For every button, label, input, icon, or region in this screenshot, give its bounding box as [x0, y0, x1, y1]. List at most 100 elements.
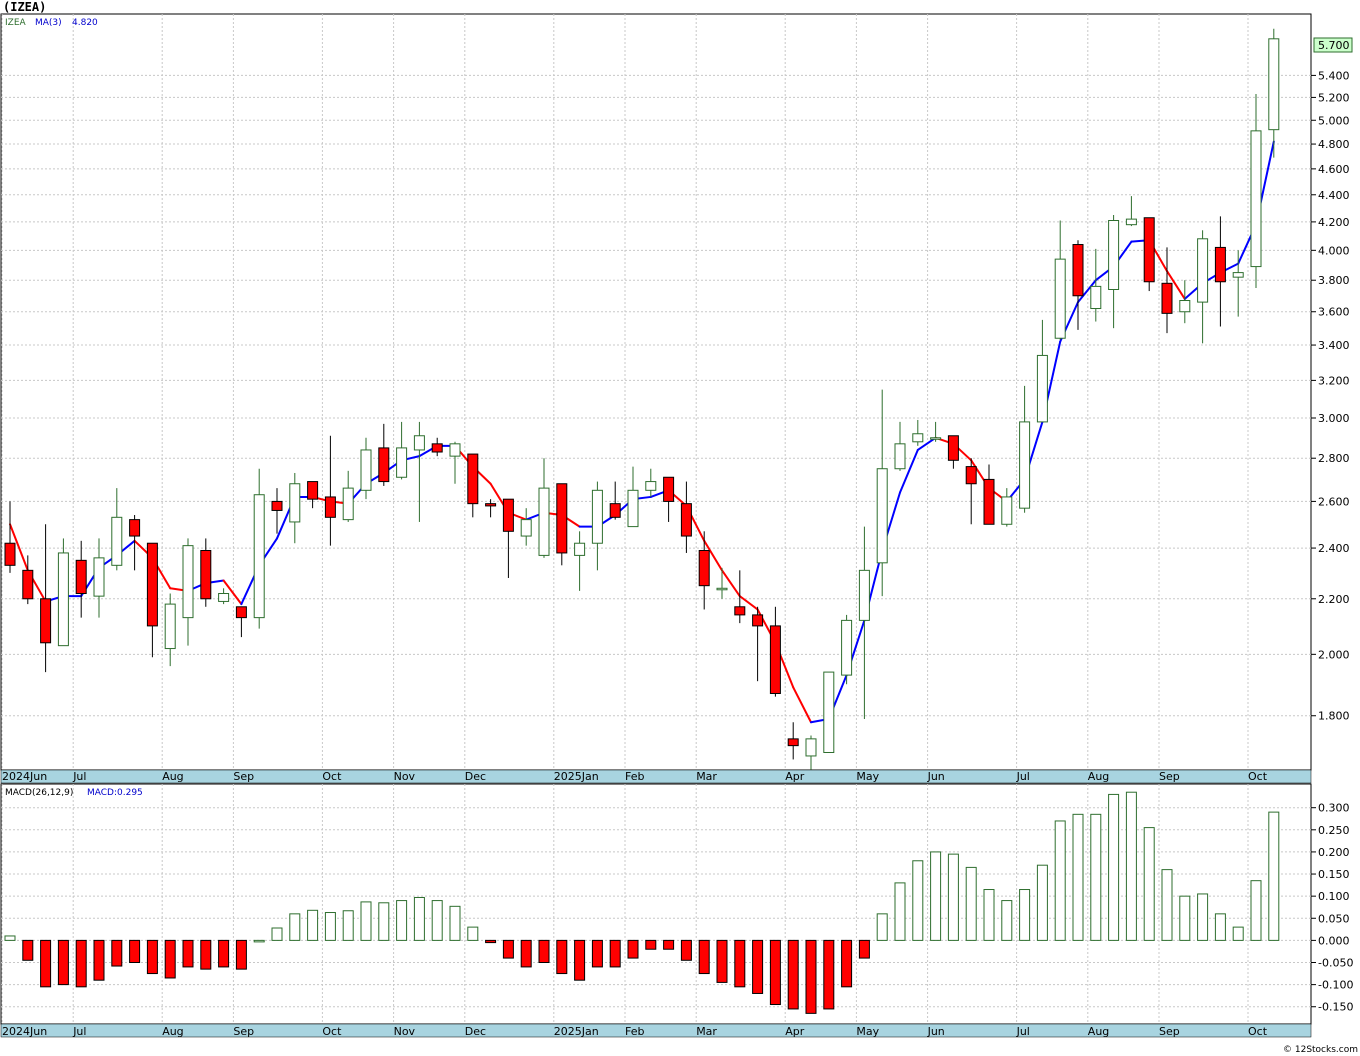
candle-body: [805, 738, 817, 757]
macd-bar: [218, 939, 230, 968]
ma-segment: [9, 523, 29, 572]
macd-tick-label: 0.100: [1318, 890, 1350, 903]
macd-bar: [1125, 791, 1137, 941]
candle-body: [1090, 285, 1102, 310]
candle-body: [129, 519, 141, 537]
price-tick-label: 2.800: [1318, 452, 1350, 465]
ma-segment: [222, 579, 243, 606]
candle-body: [378, 447, 390, 483]
x-tick-label: Sep: [1159, 770, 1180, 783]
candle-body: [841, 619, 853, 676]
candle-body: [307, 481, 319, 500]
candle-body: [502, 498, 514, 532]
macd-bar: [467, 926, 479, 941]
ma-value: 4.820: [72, 18, 98, 28]
ma-label: MA(3): [35, 18, 62, 28]
x-tick-label: Sep: [1159, 1025, 1180, 1038]
price-tick-label: 3.200: [1318, 374, 1350, 387]
macd-x-axis: [0, 1023, 1312, 1038]
x-tick-label: Feb: [625, 1025, 644, 1038]
candle-body: [485, 503, 497, 507]
macd-bar: [307, 909, 319, 941]
price-tick-label: 4.000: [1318, 244, 1350, 257]
macd-bar: [1072, 813, 1084, 941]
candle-body: [164, 603, 176, 650]
candle-body: [1019, 421, 1031, 509]
x-tick-label: 2024Jun: [2, 770, 47, 783]
macd-bar: [1019, 889, 1031, 941]
price-tick-label: 4.200: [1318, 216, 1350, 229]
candle-body: [467, 453, 479, 505]
candle-body: [1161, 282, 1173, 314]
candle-body: [431, 443, 443, 453]
candle-body: [1054, 258, 1066, 339]
x-tick-label: Jun: [927, 1025, 945, 1038]
candle-body: [930, 437, 942, 440]
macd-bar: [1054, 820, 1066, 941]
price-panel: [0, 13, 1312, 771]
candle-body: [1125, 218, 1137, 226]
candle-body: [413, 435, 425, 451]
macd-bar: [324, 912, 336, 941]
macd-bar: [520, 939, 532, 968]
x-tick-label: Aug: [1088, 1025, 1109, 1038]
x-tick-label: Oct: [1248, 770, 1268, 783]
candle-body: [218, 593, 230, 602]
candle-body: [734, 606, 746, 616]
candle-body: [716, 587, 728, 591]
price-tick-label: 3.600: [1318, 306, 1350, 319]
macd-bar: [1090, 813, 1102, 941]
candle-body: [787, 738, 799, 747]
macd-bar: [253, 939, 265, 943]
candle-body: [22, 569, 34, 600]
x-tick-label: Jun: [927, 770, 945, 783]
copyright: © 12Stocks.com: [1283, 1045, 1358, 1055]
candle-body: [271, 500, 283, 511]
candle-body: [146, 542, 158, 627]
price-tick-label: 4.600: [1318, 163, 1350, 176]
candle-body: [1072, 244, 1084, 297]
macd-bar: [289, 913, 301, 941]
macd-bar: [449, 905, 461, 941]
macd-bar: [1036, 864, 1048, 941]
macd-tick-label: -0.150: [1318, 1001, 1353, 1014]
macd-tick-label: 0.000: [1318, 934, 1350, 947]
macd-bar: [876, 913, 888, 941]
page-title: (IZEA): [3, 0, 47, 14]
macd-bar: [1214, 913, 1226, 941]
candle-body: [574, 542, 586, 556]
x-tick-label: Apr: [785, 1025, 805, 1038]
candle-body: [912, 433, 924, 443]
macd-bar: [342, 910, 354, 941]
macd-tick-label: 0.250: [1318, 824, 1350, 837]
x-tick-label: Dec: [465, 770, 486, 783]
macd-bar: [129, 939, 141, 964]
ma-segment: [703, 539, 723, 572]
x-tick-label: Apr: [785, 770, 805, 783]
candle-body: [983, 478, 995, 525]
macd-tick-label: -0.100: [1318, 979, 1353, 992]
macd-bar: [1001, 900, 1013, 941]
x-tick-label: Aug: [162, 770, 183, 783]
candle-body: [396, 447, 408, 478]
macd-bar: [1108, 793, 1120, 941]
macd-bar: [93, 939, 105, 981]
macd-bar: [841, 939, 853, 988]
macd-bar: [1268, 811, 1280, 941]
macd-bar: [663, 939, 675, 950]
candle-body: [200, 549, 212, 600]
macd-bar: [360, 901, 372, 941]
price-tick-label: 4.800: [1318, 138, 1350, 151]
macd-bar: [1232, 926, 1244, 941]
macd-bar: [805, 939, 817, 1014]
ticker-label: IZEA: [5, 18, 27, 28]
candle-body: [1036, 354, 1048, 423]
x-tick-label: Oct: [1248, 1025, 1268, 1038]
candle-body: [1108, 220, 1120, 291]
macd-bar: [609, 939, 621, 968]
macd-bar: [200, 939, 212, 970]
price-tick-label: 5.400: [1318, 69, 1350, 82]
macd-bar: [823, 939, 835, 1010]
candle-body: [752, 614, 764, 627]
candle-body: [182, 545, 194, 619]
